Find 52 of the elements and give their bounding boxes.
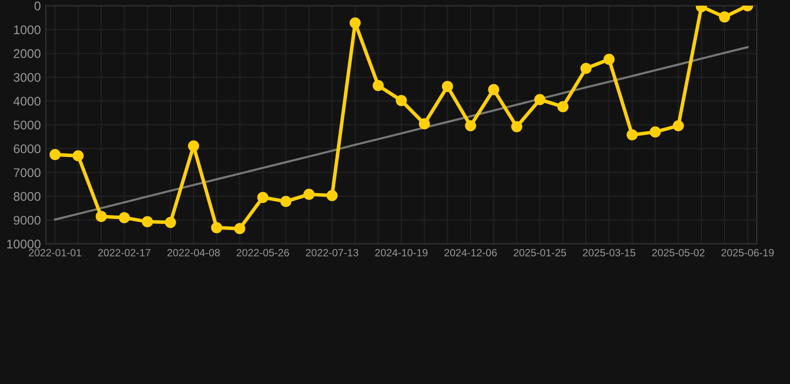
point <box>418 118 430 130</box>
x-tick-label: 2022-02-17 <box>98 248 150 256</box>
point <box>326 190 338 202</box>
point <box>672 120 684 132</box>
point <box>511 121 522 132</box>
x-tick-label: 2025-03-15 <box>582 248 636 256</box>
point <box>534 94 546 106</box>
point <box>557 101 568 112</box>
y-tick-label: 10000 <box>7 240 40 248</box>
point <box>96 210 107 222</box>
point <box>465 120 476 132</box>
y-tick-label: 6000 <box>14 144 40 154</box>
point <box>50 149 61 160</box>
point <box>372 80 384 92</box>
point <box>580 62 592 74</box>
x-tick-label: 2022-04-08 <box>167 248 220 256</box>
point <box>142 216 153 228</box>
x-tick-label: 2022-01-01 <box>28 248 82 256</box>
y-tick-label: 2000 <box>14 49 40 58</box>
point <box>234 223 246 234</box>
x-tick-label: 2022-07-13 <box>306 248 358 256</box>
point <box>303 188 315 200</box>
point <box>488 84 500 96</box>
point <box>211 222 222 234</box>
x-tick-label: 2025-01-25 <box>514 248 566 256</box>
point <box>442 80 454 92</box>
y-tick-label: 3000 <box>14 72 40 82</box>
line-series <box>54 46 749 221</box>
x-tick-label: 2024-10-19 <box>375 248 428 256</box>
point <box>396 94 407 106</box>
point <box>257 192 268 203</box>
point <box>72 150 84 162</box>
point <box>280 196 292 208</box>
y-tick-label: 1000 <box>14 25 40 34</box>
x-tick-label: 2022-05-26 <box>236 248 289 256</box>
y-tick-label: 8000 <box>14 192 40 201</box>
y-tick-label: 0 <box>34 2 40 10</box>
x-tick-label: 2025-06-19 <box>721 248 774 256</box>
y-tick-label: 9000 <box>14 216 40 225</box>
point <box>164 216 176 228</box>
y-tick-label: 5000 <box>14 120 40 130</box>
point <box>718 11 730 23</box>
x-tick-label: 2025-05-02 <box>652 248 704 256</box>
point <box>626 129 638 140</box>
point <box>604 54 615 65</box>
x-tick-label: 2024-12-06 <box>444 248 497 256</box>
y-tick-label: 4000 <box>13 96 40 106</box>
point <box>188 140 200 152</box>
point <box>118 212 130 224</box>
point <box>350 17 361 28</box>
y-tick-label: 7000 <box>14 168 40 178</box>
point <box>650 126 661 138</box>
